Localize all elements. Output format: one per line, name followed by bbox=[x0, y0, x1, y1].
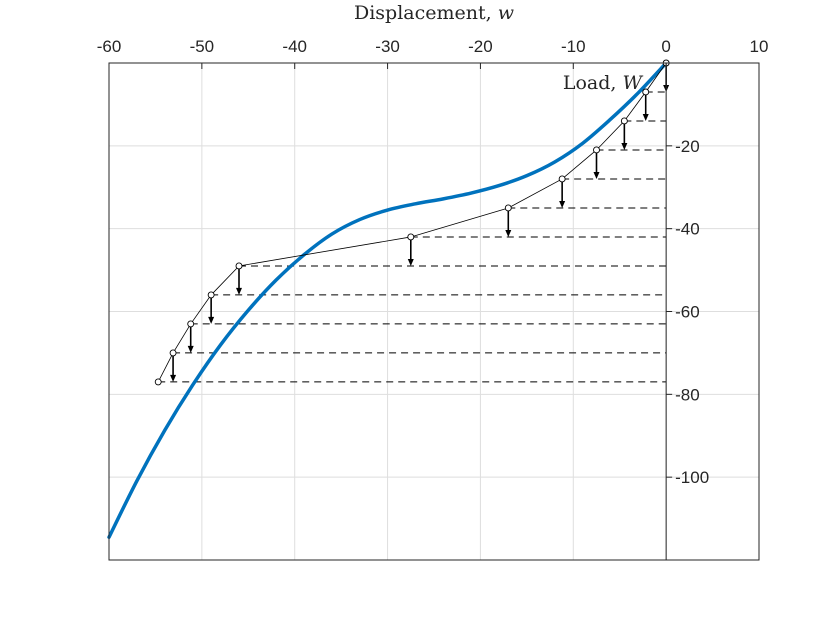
step-arrow-head bbox=[236, 287, 242, 295]
x-axis-title-text: Displacement, bbox=[354, 2, 492, 24]
y-axis-title: Load, W bbox=[563, 72, 644, 94]
x-tick-label: 0 bbox=[661, 37, 670, 56]
step-arrow-head bbox=[621, 142, 628, 150]
y-axis-title-text: Load, bbox=[563, 72, 617, 94]
y-tick-label: -60 bbox=[675, 303, 700, 322]
step-arrow-head bbox=[407, 258, 414, 266]
x-tick-label: 10 bbox=[750, 37, 769, 56]
y-tick-label: -80 bbox=[675, 385, 700, 404]
y-tick-label: -20 bbox=[675, 137, 700, 156]
y-axis-title-variable: W bbox=[622, 72, 643, 94]
x-tick-label: -20 bbox=[468, 37, 493, 56]
iteration-path bbox=[157, 62, 667, 383]
iteration-point bbox=[593, 146, 600, 154]
iteration-point bbox=[558, 175, 566, 183]
x-tick-label: -60 bbox=[97, 37, 122, 56]
x-tick-label: -10 bbox=[561, 37, 586, 56]
grid bbox=[109, 63, 759, 560]
step-arrow-head bbox=[170, 374, 177, 382]
y-tick-label: -40 bbox=[675, 220, 700, 239]
step-arrow-head bbox=[642, 113, 649, 121]
equilibrium-curve bbox=[107, 61, 668, 539]
x-axis-title: Displacement, w bbox=[354, 2, 514, 24]
x-axis-ticks: -60 -50 -40 -30 -20 -10 0 10 bbox=[97, 37, 769, 69]
iteration-point bbox=[407, 233, 415, 241]
step-arrow-head bbox=[208, 316, 215, 324]
x-tick-label: -30 bbox=[375, 37, 400, 56]
equilibrium-curve-series bbox=[107, 61, 668, 539]
y-axis-ticks: -20 -40 -60 -80 -100 bbox=[666, 137, 709, 487]
iteration-point bbox=[620, 117, 628, 125]
iteration-point bbox=[235, 262, 243, 270]
step-arrow-head bbox=[593, 171, 600, 179]
x-tick-label: -40 bbox=[282, 37, 307, 56]
x-axis-title-variable: w bbox=[498, 2, 514, 24]
plot-frame bbox=[108, 62, 760, 561]
iteration-point bbox=[169, 349, 177, 357]
step-arrow-head bbox=[559, 200, 566, 208]
y-tick-label: -100 bbox=[675, 468, 709, 487]
iteration-series bbox=[154, 59, 670, 386]
iteration-point bbox=[154, 378, 162, 386]
iteration-point bbox=[504, 204, 512, 212]
load-level-lines bbox=[158, 91, 667, 383]
step-arrows bbox=[170, 66, 670, 382]
step-arrow-head bbox=[187, 345, 194, 353]
iteration-point bbox=[642, 88, 650, 96]
x-tick-label: -50 bbox=[190, 37, 215, 56]
iteration-point bbox=[207, 291, 215, 299]
iteration-point bbox=[187, 320, 195, 328]
step-arrow-head bbox=[505, 229, 512, 237]
